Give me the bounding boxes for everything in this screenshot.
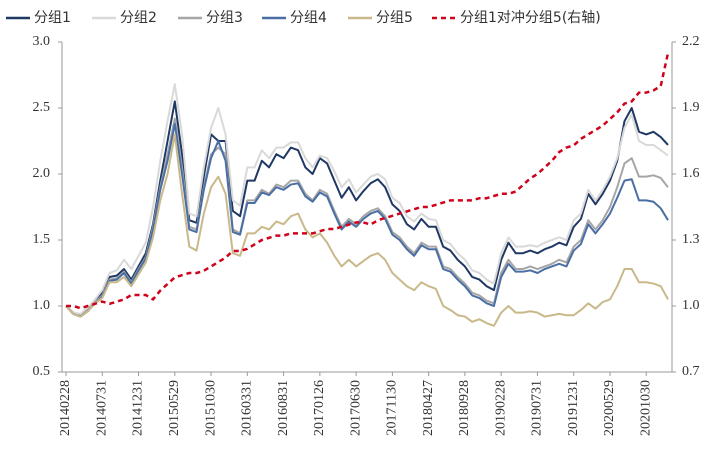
series-line xyxy=(65,133,669,327)
y2-tick-label: 2.2 xyxy=(682,34,700,49)
series-line xyxy=(65,117,669,318)
x-tick-label: 20190228 xyxy=(493,380,508,436)
x-tick-label: 20180928 xyxy=(457,380,472,436)
y2-tick-label: 1.3 xyxy=(682,232,700,247)
legend-label: 分组3 xyxy=(206,10,243,26)
series-line xyxy=(65,83,669,315)
x-tick-label: 20140228 xyxy=(58,380,73,436)
legend-label: 分组5 xyxy=(376,10,413,26)
y2-tick-label: 1.9 xyxy=(682,100,700,115)
series-line xyxy=(65,100,669,317)
x-tick-label: 20170630 xyxy=(348,380,363,436)
legend-label: 分组4 xyxy=(290,10,327,26)
y2-tick-label: 1.0 xyxy=(682,298,700,313)
y-tick-label: 1.0 xyxy=(33,298,51,313)
x-tick-label: 20160331 xyxy=(240,380,255,436)
x-tick-label: 20151030 xyxy=(203,380,218,436)
y2-tick-label: 1.6 xyxy=(682,166,700,181)
series-line xyxy=(66,52,670,310)
legend-label: 分组1对冲分组5(右轴) xyxy=(460,10,601,26)
legend-label: 分组1 xyxy=(34,10,71,26)
x-tick-label: 20140731 xyxy=(94,380,109,436)
y-tick-label: 0.5 xyxy=(33,364,51,379)
y-tick-label: 3.0 xyxy=(33,34,51,49)
y2-tick-label: 0.7 xyxy=(682,364,700,379)
x-tick-label: 20180427 xyxy=(421,380,436,436)
x-tick-label: 20190731 xyxy=(530,380,545,436)
x-tick-label: 20170126 xyxy=(312,380,327,436)
y-tick-label: 1.5 xyxy=(33,232,51,247)
x-tick-label: 20160831 xyxy=(276,380,291,436)
series-line xyxy=(65,122,669,318)
x-tick-label: 20141231 xyxy=(131,380,146,436)
y-tick-label: 2.0 xyxy=(33,166,51,181)
x-tick-label: 20200529 xyxy=(602,380,617,436)
x-tick-label: 20171130 xyxy=(385,380,400,435)
x-tick-label: 20150529 xyxy=(167,380,182,436)
legend-label: 分组2 xyxy=(120,10,157,26)
x-tick-label: 20201030 xyxy=(638,380,653,436)
y-tick-label: 2.5 xyxy=(33,100,51,115)
x-tick-label: 20191231 xyxy=(566,380,581,436)
